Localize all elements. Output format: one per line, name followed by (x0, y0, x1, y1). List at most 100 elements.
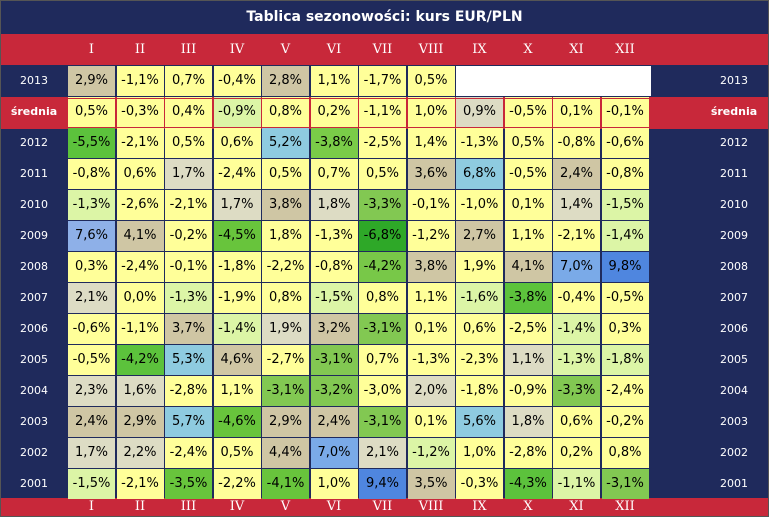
table-cell: 1,7% (68, 438, 115, 468)
table-cell: 1,7% (165, 159, 212, 189)
table-cell: -0,8% (601, 159, 649, 189)
row-label-right: 2009 (720, 229, 748, 242)
row-label-left: 2008 (20, 260, 48, 273)
row-label-left: 2012 (20, 136, 48, 149)
month-header-top-ix: IX (472, 42, 487, 57)
table-cell: 1,1% (407, 283, 455, 313)
table-cell: 0,8% (359, 283, 406, 313)
table-cell: -1,5% (68, 469, 115, 499)
table-cell: 5,2% (262, 128, 309, 158)
row-label-right: 2005 (720, 353, 748, 366)
table-cell: 3,2% (310, 314, 358, 344)
table-cell: -0,8% (553, 128, 600, 158)
month-header-bottom-v: V (280, 499, 291, 514)
table-cell: 1,6% (116, 376, 164, 406)
table-cell: 0,3% (601, 314, 649, 344)
table-cell: -2,6% (116, 190, 164, 220)
table-cell: -1,5% (601, 190, 649, 220)
table-cell: -0,8% (310, 252, 358, 282)
table-cell: 1,0% (310, 469, 358, 499)
row-label-right: 2007 (720, 291, 748, 304)
table-cell: 0,6% (553, 407, 600, 437)
table-cell: 2,9% (68, 66, 115, 96)
row-label-right: 2002 (720, 446, 748, 459)
table-cell: -0,5% (68, 345, 115, 375)
table-cell: 4,6% (213, 345, 261, 375)
table-cell: -0,9% (504, 376, 552, 406)
table-cell: 0,6% (116, 159, 164, 189)
table-cell: 2,1% (359, 438, 406, 468)
row-label-right: 2001 (720, 477, 748, 490)
table-cell: -2,8% (165, 376, 212, 406)
table-cell: -1,4% (601, 221, 649, 251)
table-cell: 1,1% (504, 221, 552, 251)
empty-cell (456, 66, 505, 96)
table-cell: -3,1% (359, 407, 406, 437)
row-label-left: 2001 (20, 477, 48, 490)
table-title: Tablica sezonowości: kurs EUR/PLN (246, 9, 523, 25)
table-cell: -1,8% (213, 252, 261, 282)
table-cell: -4,2% (116, 345, 164, 375)
table-cell: 2,4% (68, 407, 115, 437)
table-cell: 1,1% (504, 345, 552, 375)
table-cell: 1,4% (553, 190, 600, 220)
table-cell: -3,1% (601, 469, 649, 499)
table-cell: 0,5% (68, 97, 115, 127)
table-cell: 4,4% (262, 438, 309, 468)
month-header-bottom-i: I (88, 499, 95, 514)
table-cell: 1,7% (213, 190, 261, 220)
table-cell: 0,7% (359, 345, 406, 375)
table-cell: -1,2% (407, 438, 455, 468)
table-cell: 1,1% (213, 376, 261, 406)
table-cell: 5,7% (165, 407, 212, 437)
table-cell: 0,8% (601, 438, 649, 468)
table-cell: 1,0% (407, 97, 455, 127)
table-cell: -0,3% (116, 97, 164, 127)
table-cell: 6,8% (456, 159, 503, 189)
table-cell: 1,8% (262, 221, 309, 251)
month-header-top-v: V (280, 42, 291, 57)
table-cell: 2,4% (310, 407, 358, 437)
month-header-bottom-viii: VIII (418, 499, 444, 514)
table-cell: 0,8% (262, 283, 309, 313)
table-cell: 0,2% (310, 97, 358, 127)
table-cell: -2,8% (504, 438, 552, 468)
table-cell: 0,1% (504, 190, 552, 220)
table-cell: -1,4% (213, 314, 261, 344)
month-header-bottom-iii: III (180, 499, 197, 514)
table-cell: 4,1% (116, 221, 164, 251)
table-cell: -0,1% (407, 190, 455, 220)
row-label-left: średnia (10, 105, 58, 118)
table-cell: -0,4% (213, 66, 261, 96)
table-cell: 0,7% (165, 66, 212, 96)
table-cell: 0,5% (407, 66, 455, 96)
row-label-right: 2012 (720, 136, 748, 149)
table-cell: 0,6% (213, 128, 261, 158)
table-cell: -0,6% (68, 314, 115, 344)
month-header-top-vii: VII (372, 42, 393, 57)
empty-cell (553, 66, 602, 96)
table-cell: -2,5% (504, 314, 552, 344)
row-label-right: 2003 (720, 415, 748, 428)
table-cell: 9,8% (601, 252, 649, 282)
month-header-bottom-vi: VI (326, 499, 342, 514)
table-cell: -3,1% (310, 345, 358, 375)
table-cell: 7,0% (310, 438, 358, 468)
month-header-top-ii: II (134, 42, 146, 57)
row-label-left: 2007 (20, 291, 48, 304)
table-cell: 2,2% (116, 438, 164, 468)
month-header-bottom-vii: VII (372, 499, 393, 514)
month-header-top-iv: IV (229, 42, 245, 57)
table-cell: -0,1% (601, 97, 649, 127)
table-cell: 1,1% (310, 66, 358, 96)
table-cell: 2,8% (262, 66, 309, 96)
table-cell: 0,5% (504, 128, 552, 158)
table-cell: -2,1% (165, 190, 212, 220)
table-cell: 0,1% (407, 314, 455, 344)
table-cell: 2,9% (116, 407, 164, 437)
month-header-bottom-xii: XII (615, 499, 635, 514)
row-label-right: średnia (710, 105, 758, 118)
table-cell: -2,4% (165, 438, 212, 468)
table-cell: 2,1% (68, 283, 115, 313)
